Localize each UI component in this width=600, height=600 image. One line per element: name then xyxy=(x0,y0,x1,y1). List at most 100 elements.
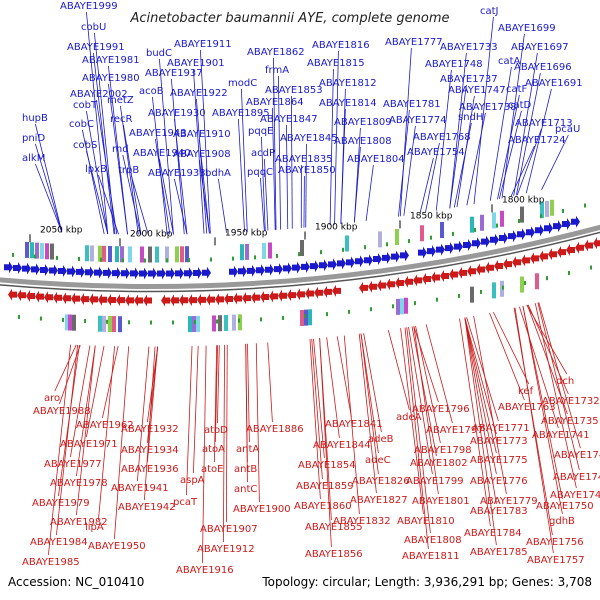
forward-gene-label: cobT xyxy=(73,100,98,111)
reverse-arrow xyxy=(296,288,305,301)
forward-connector-line xyxy=(86,150,109,235)
reverse-arrow xyxy=(584,239,593,252)
forward-connector-line xyxy=(425,142,440,213)
forward-arrow xyxy=(76,265,85,278)
forward-connector-line xyxy=(473,16,494,204)
forward-arrow xyxy=(562,217,571,230)
reverse-arrow xyxy=(494,259,503,272)
forward-gene-label: ABAYE1908 xyxy=(173,149,231,160)
reverse-feature-block xyxy=(492,282,496,299)
minor-tick xyxy=(12,252,14,257)
reverse-connector-line xyxy=(513,307,553,536)
forward-gene-label: ABAYE1853 xyxy=(265,85,323,96)
reverse-arrow xyxy=(368,280,377,293)
reverse-connector-line xyxy=(464,317,497,546)
forward-gene-label: alkM xyxy=(22,153,45,164)
forward-arrow xyxy=(13,261,22,274)
reverse-connector-line xyxy=(527,304,569,395)
forward-connector-line xyxy=(200,49,211,234)
forward-arrow xyxy=(517,228,526,241)
reverse-connector-line xyxy=(137,346,150,482)
reverse-arrow xyxy=(548,248,557,261)
forward-gene-label: ABAYE1809 xyxy=(334,117,392,128)
forward-connector-line xyxy=(541,134,569,190)
forward-gene-label: catF xyxy=(506,84,528,95)
reverse-gene-label: ABAYE1750 xyxy=(536,501,594,512)
forward-arrow xyxy=(445,242,454,255)
forward-gene-label: ABAYE1747 xyxy=(448,85,506,96)
reverse-arrow xyxy=(170,294,179,307)
forward-gene-label: pniD xyxy=(22,133,45,144)
reverse-gene-label: ABAYE1859 xyxy=(296,481,354,492)
minor-tick xyxy=(144,258,146,263)
forward-feature-block xyxy=(140,246,144,263)
forward-connector-line xyxy=(419,157,434,214)
forward-connector-line xyxy=(399,47,412,217)
reverse-gene-label: ABAYE1783 xyxy=(470,506,528,517)
reverse-connector-line xyxy=(86,345,105,438)
minor-tick xyxy=(62,317,64,322)
reverse-connector-line xyxy=(411,326,437,457)
forward-connector-line xyxy=(515,72,541,196)
forward-arrow xyxy=(463,238,472,251)
reverse-connector-line xyxy=(309,339,321,500)
forward-gene-label: modC xyxy=(228,78,257,89)
forward-arrow xyxy=(202,266,211,279)
forward-connector-line xyxy=(93,52,115,235)
forward-gene-label: acdP xyxy=(251,148,275,159)
reverse-arrow xyxy=(161,294,170,307)
reverse-gene-label: ABAYE1855 xyxy=(305,522,363,533)
forward-gene-label: ABAYE1922 xyxy=(170,88,228,99)
forward-arrow xyxy=(139,267,148,280)
forward-arrow xyxy=(544,222,553,235)
reverse-connector-line xyxy=(319,338,332,548)
reverse-connector-line xyxy=(255,343,260,503)
forward-gene-label: ABAYE1937 xyxy=(145,68,203,79)
forward-gene-label: cobU xyxy=(81,22,106,33)
reverse-feature-block xyxy=(72,314,76,331)
forward-feature-block xyxy=(520,206,524,223)
forward-connector-line xyxy=(329,68,334,226)
reverse-feature-block xyxy=(108,316,112,332)
reverse-gene-label: ABAYE1985 xyxy=(22,557,80,568)
minor-tick xyxy=(122,258,124,263)
reverse-connector-line xyxy=(48,344,71,556)
reverse-arrow xyxy=(260,291,269,304)
reverse-gene-label: ABAYE1743 xyxy=(553,472,600,483)
reverse-connector-line xyxy=(519,306,559,429)
reverse-gene-label: aro xyxy=(44,393,60,404)
forward-gene-label: ABAYE1699 xyxy=(498,23,556,34)
reverse-arrow xyxy=(359,281,368,294)
reverse-gene-label: antC xyxy=(234,484,257,495)
reverse-connector-line xyxy=(326,337,340,439)
reverse-feature-block xyxy=(232,314,236,331)
reverse-gene-label: ABAYE1775 xyxy=(470,455,528,466)
reverse-gene-label: ABAYE1856 xyxy=(305,549,363,560)
forward-arrow xyxy=(481,235,490,248)
reverse-feature-block xyxy=(535,273,539,290)
forward-gene-label: trpB xyxy=(118,165,139,176)
reverse-connector-line xyxy=(267,342,273,423)
forward-feature-block xyxy=(550,199,554,216)
forward-connector-line xyxy=(516,128,542,196)
minor-tick xyxy=(188,258,190,263)
forward-arrow xyxy=(193,267,202,280)
reverse-arrow xyxy=(440,270,449,283)
forward-arrow xyxy=(157,267,166,280)
reverse-connector-line xyxy=(313,338,325,459)
reverse-arrow xyxy=(413,274,422,287)
forward-gene-label: ABAYE1774 xyxy=(389,115,447,126)
forward-connector-line xyxy=(489,66,512,201)
forward-arrow xyxy=(166,267,175,280)
forward-connector-line xyxy=(218,178,227,233)
reverse-connector-line xyxy=(464,317,497,454)
forward-feature-block xyxy=(300,240,304,256)
forward-gene-label: bdhA xyxy=(205,168,231,179)
reverse-connector-line xyxy=(76,345,96,516)
reverse-arrow xyxy=(521,254,530,267)
reverse-arrow xyxy=(179,294,188,307)
reverse-gene-label: ABAYE1741 xyxy=(532,430,590,441)
forward-arrow xyxy=(121,267,130,280)
reverse-gene-label: ABAYE1860 xyxy=(294,501,352,512)
reverse-arrow xyxy=(503,258,512,271)
